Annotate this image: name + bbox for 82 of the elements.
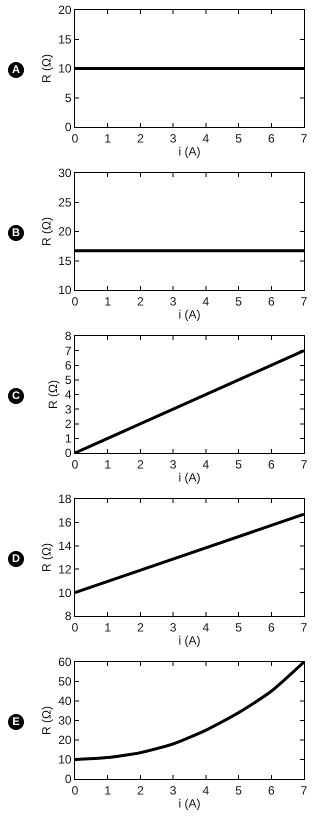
x-tick-label: 1 bbox=[104, 783, 112, 798]
x-tick-label: 5 bbox=[235, 131, 242, 146]
y-tick-label: 7 bbox=[64, 344, 72, 358]
x-tick-label: 7 bbox=[300, 131, 308, 146]
y-tick-label: 20 bbox=[58, 3, 72, 18]
x-tick-label: 3 bbox=[170, 131, 177, 146]
x-axis-title: i (A) bbox=[178, 144, 200, 158]
text: E bbox=[8, 714, 24, 730]
y-tick-label: 10 bbox=[58, 283, 72, 298]
y-tick-label: 20 bbox=[58, 224, 72, 239]
x-axis-title: i (A) bbox=[178, 307, 200, 322]
x-tick-label: 3 bbox=[170, 457, 177, 472]
y-tick-label: 15 bbox=[58, 254, 72, 268]
x-tick-label: 5 bbox=[235, 620, 242, 634]
y-tick-label: 20 bbox=[58, 733, 72, 748]
y-axis-title: R (Ω) bbox=[40, 543, 54, 572]
y-axis-title: R (Ω) bbox=[40, 54, 54, 83]
y-tick-label: 60 bbox=[58, 655, 72, 670]
y-tick-label: 30 bbox=[58, 714, 72, 728]
y-axis-title: R (Ω) bbox=[46, 380, 60, 409]
x-tick-label: 2 bbox=[137, 620, 144, 634]
y-tick-label: 3 bbox=[64, 402, 72, 416]
y-tick-label: 40 bbox=[58, 694, 72, 708]
x-tick-label: 6 bbox=[268, 620, 275, 634]
y-tick-label: 10 bbox=[58, 62, 72, 76]
x-tick-label: 2 bbox=[137, 457, 144, 472]
x-tick-label: 6 bbox=[268, 783, 275, 798]
y-tick-label: 5 bbox=[64, 90, 72, 105]
y-tick-label: 16 bbox=[58, 516, 72, 530]
y-tick-label: 18 bbox=[58, 492, 72, 506]
x-tick-label: 1 bbox=[104, 294, 112, 308]
x-tick-label: 5 bbox=[235, 294, 242, 308]
y-axis-title: R (Ω) bbox=[40, 706, 54, 735]
x-tick-label: 7 bbox=[300, 620, 308, 634]
x-tick-label: 1 bbox=[104, 457, 112, 472]
x-tick-label: 3 bbox=[170, 620, 177, 634]
y-tick-label: 2 bbox=[64, 416, 72, 431]
text: D bbox=[8, 551, 24, 567]
x-tick-label: 6 bbox=[268, 294, 275, 308]
y-tick-label: 6 bbox=[64, 358, 72, 372]
x-tick-label: 5 bbox=[235, 457, 242, 472]
x-tick-label: 3 bbox=[170, 294, 177, 308]
x-tick-label: 2 bbox=[137, 783, 144, 798]
x-tick-label: 6 bbox=[268, 457, 275, 472]
y-tick-label: 50 bbox=[58, 674, 72, 689]
y-tick-label: 14 bbox=[58, 539, 72, 553]
x-tick-label: 3 bbox=[170, 783, 177, 798]
x-tick-label: 1 bbox=[104, 131, 112, 146]
y-tick-label: 10 bbox=[58, 586, 72, 600]
text: A bbox=[8, 62, 24, 78]
y-tick-label: 8 bbox=[64, 329, 72, 344]
y-axis-title: R (Ω) bbox=[40, 217, 54, 246]
y-tick-label: 12 bbox=[58, 562, 72, 576]
x-tick-label: 4 bbox=[202, 294, 210, 308]
x-tick-label: 5 bbox=[235, 783, 242, 798]
x-tick-label: 2 bbox=[137, 131, 144, 146]
y-tick-label: 0 bbox=[64, 446, 72, 460]
y-tick-label: 0 bbox=[64, 772, 72, 786]
y-tick-label: 10 bbox=[58, 752, 72, 767]
x-axis-title: i (A) bbox=[178, 633, 200, 648]
x-tick-label: 4 bbox=[202, 457, 210, 472]
y-tick-label: 8 bbox=[64, 609, 72, 624]
text: C bbox=[8, 388, 24, 404]
x-tick-label: 6 bbox=[268, 131, 275, 146]
x-axis-title: i (A) bbox=[178, 796, 200, 810]
y-tick-label: 5 bbox=[64, 373, 72, 388]
x-tick-label: 4 bbox=[202, 783, 210, 798]
y-tick-label: 15 bbox=[58, 32, 72, 46]
x-tick-label: 7 bbox=[300, 294, 308, 308]
x-tick-label: 4 bbox=[202, 131, 210, 146]
y-tick-label: 4 bbox=[64, 388, 72, 402]
y-tick-label: 1 bbox=[64, 432, 72, 446]
y-tick-label: 30 bbox=[58, 166, 72, 180]
x-tick-label: 7 bbox=[300, 783, 308, 798]
x-axis-title: i (A) bbox=[178, 470, 200, 484]
x-tick-label: 7 bbox=[300, 457, 308, 472]
y-tick-label: 25 bbox=[58, 195, 72, 210]
y-tick-label: 0 bbox=[64, 120, 72, 134]
x-tick-label: 2 bbox=[137, 294, 144, 308]
text: B bbox=[8, 225, 24, 241]
x-tick-label: 4 bbox=[202, 620, 210, 634]
x-tick-label: 1 bbox=[104, 620, 112, 634]
